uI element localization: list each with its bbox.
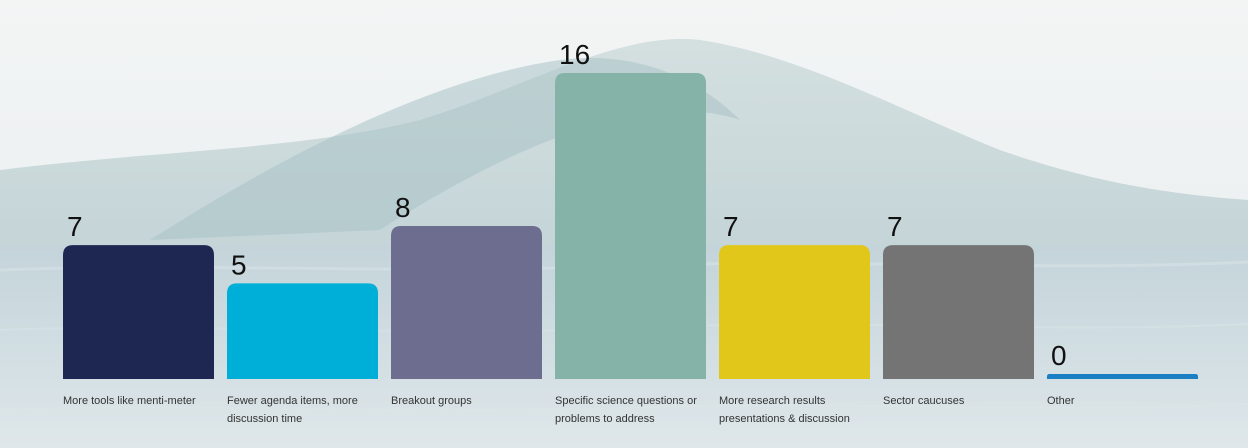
bar-2: [391, 226, 542, 379]
bar-0: [63, 245, 214, 379]
category-label-2: Breakout groups: [391, 395, 472, 407]
bar-value-label-3: 16: [559, 39, 590, 70]
category-label-line: Specific science questions or: [555, 395, 697, 407]
bar-value-label-1: 5: [231, 249, 247, 280]
category-label-6: Other: [1047, 395, 1075, 407]
category-label-line: More research results: [719, 395, 826, 407]
category-label-line: problems to address: [555, 413, 655, 425]
bar-6: [1047, 374, 1198, 379]
category-label-0: More tools like menti-meter: [63, 395, 196, 407]
category-label-line: Fewer agenda items, more: [227, 395, 358, 407]
bar-value-label-4: 7: [723, 211, 739, 242]
bar-value-label-0: 7: [67, 211, 83, 242]
bar-5: [883, 245, 1034, 379]
category-label-line: Other: [1047, 395, 1075, 407]
bar-value-label-2: 8: [395, 192, 411, 223]
category-label-line: Breakout groups: [391, 395, 472, 407]
bar-4: [719, 245, 870, 379]
category-label-line: Sector caucuses: [883, 395, 965, 407]
category-label-4: More research results presentations & dis…: [719, 395, 850, 425]
category-label-line: More tools like menti-meter: [63, 395, 196, 407]
category-label-line: presentations & discussion: [719, 413, 850, 425]
category-label-5: Sector caucuses: [883, 395, 965, 407]
category-label-line: discussion time: [227, 413, 302, 425]
bar-value-label-6: 0: [1051, 340, 1067, 371]
bar-1: [227, 283, 378, 379]
category-label-1: Fewer agenda items, more discussion time: [227, 395, 358, 425]
bar-3: [555, 73, 706, 379]
bar-value-label-5: 7: [887, 211, 903, 242]
category-label-3: Specific science questions or problems to…: [555, 395, 697, 425]
